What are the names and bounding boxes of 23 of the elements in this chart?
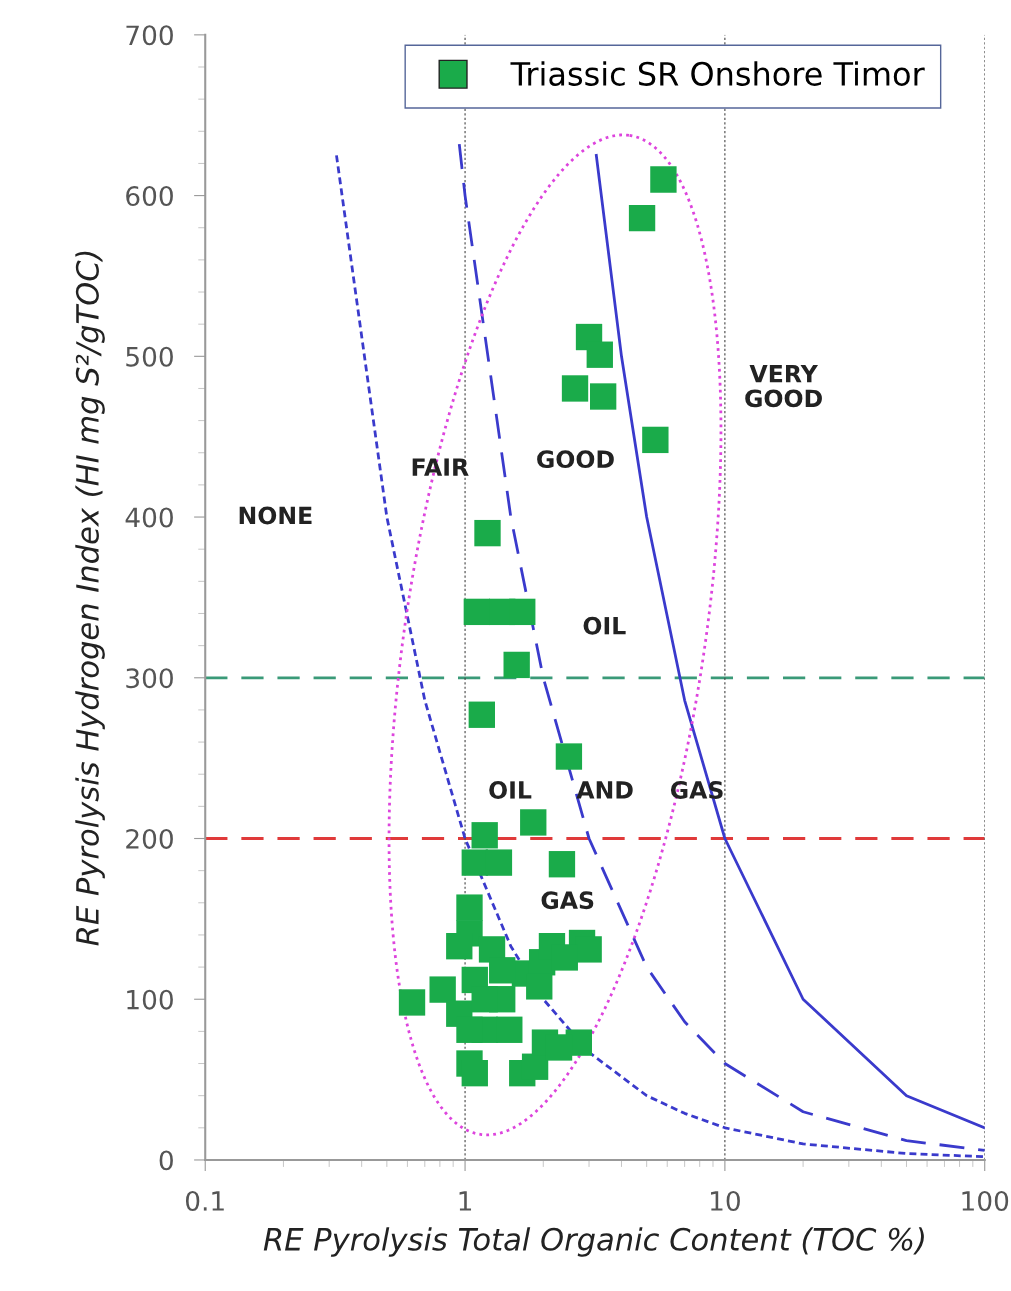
annotation: GOOD (537, 450, 614, 469)
annotation: VERY GOOD (745, 365, 822, 408)
y-tick-label: 200 (126, 828, 173, 849)
x-tick-label: 10 (711, 1190, 740, 1211)
y-tick-label: 600 (126, 186, 173, 206)
annotation: OIL (489, 781, 532, 799)
legend-label: Triassic SR Onshore Timor (510, 61, 925, 86)
x-axis-title: RE Pyrolysis Total Organic Content (TOC %) (263, 1227, 924, 1257)
annotation: FAIR (412, 458, 469, 476)
annotation: AND (576, 781, 633, 799)
annotation: OIL (583, 616, 626, 635)
y-tick-label: 0 (159, 1150, 173, 1171)
y-tick-label: 400 (125, 507, 173, 528)
x-tick-label: 0.1 (185, 1190, 224, 1211)
y-tick-label: 100 (127, 989, 173, 1010)
y-axis-title: RE Pyrolysis Hydrogen Index (HI mg S²/gTOC) (75, 251, 105, 946)
y-tick-label: 300 (126, 668, 173, 689)
x-tick-label: 100 (962, 1190, 1009, 1211)
y-tick-label: 700 (126, 25, 173, 46)
annotation: GAS (541, 891, 594, 910)
x-tick-label: 1 (459, 1191, 472, 1211)
y-tick-label: 500 (126, 346, 173, 367)
annotation: NONE (239, 506, 312, 525)
